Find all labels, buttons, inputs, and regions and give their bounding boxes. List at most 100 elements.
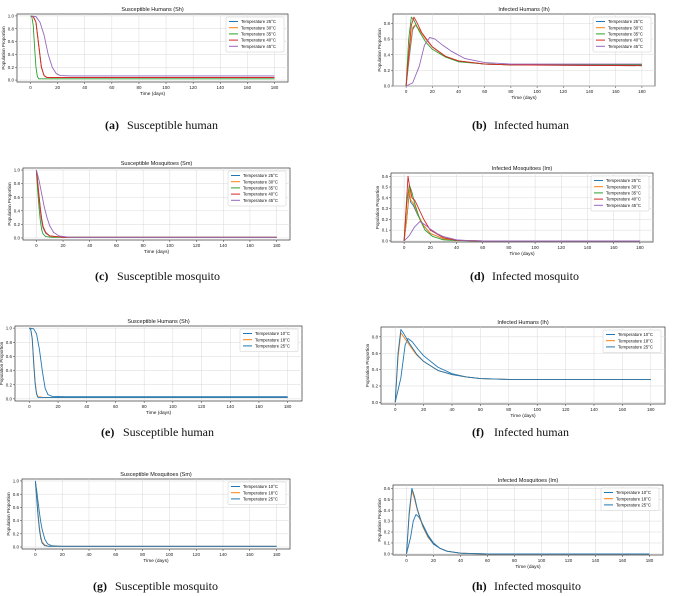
legend-label: Temperature 10°C bbox=[616, 490, 651, 495]
x-axis-label: Time (days) bbox=[144, 249, 170, 255]
x-tick-label: 100 bbox=[538, 558, 546, 563]
x-tick-label: 120 bbox=[189, 85, 197, 90]
x-tick-label: 180 bbox=[647, 407, 655, 412]
x-tick-label: 80 bbox=[506, 407, 512, 412]
legend-label: Temperature 10°C bbox=[255, 331, 290, 336]
chart-panel: 0 20 40 60 80 100 120 140 160 180 0.0 0.2 0.4 0.6 0.8 1… bbox=[1, 7, 289, 97]
y-tick-label: 0.6 bbox=[13, 505, 20, 510]
y-tick-label: 1.0 bbox=[14, 168, 21, 173]
legend-label: Temperature 40°C bbox=[241, 38, 276, 43]
y-tick-label: 0.6 bbox=[384, 486, 391, 491]
chart-title: Susceptible Humans (Sh) bbox=[121, 7, 184, 13]
x-tick-label: 140 bbox=[592, 558, 600, 563]
caption-text: Susceptible mosquito bbox=[117, 269, 220, 283]
x-tick-label: 160 bbox=[610, 245, 618, 250]
legend-label: Temperature 35°C bbox=[243, 186, 278, 191]
series-line bbox=[30, 15, 275, 77]
caption-label: (g) bbox=[93, 579, 107, 593]
x-tick-label: 0 bbox=[405, 558, 408, 563]
caption-b: (b) Infected human bbox=[472, 118, 569, 132]
caption-g: (g) Susceptible mosquito bbox=[93, 579, 218, 593]
y-tick-label: 0.4 bbox=[384, 508, 391, 513]
chart-panel: 0 20 40 60 80 100 120 140 160 180 0.0 0.2 0.4 0.6 0.8 I… bbox=[365, 320, 666, 419]
x-tick-label: 100 bbox=[166, 552, 174, 557]
y-tick-label: 0.5 bbox=[384, 497, 391, 502]
chart-panel: 0 20 40 60 80 100 120 140 160 180 0.0 0.1 0.2 0.3 0.4 0… bbox=[377, 478, 664, 570]
y-tick-label: 0.6 bbox=[6, 354, 13, 359]
y-tick-label: 0.4 bbox=[384, 52, 391, 57]
y-tick-label: 0.5 bbox=[382, 185, 389, 190]
y-tick-label: 0.0 bbox=[384, 552, 391, 557]
x-tick-label: 60 bbox=[114, 243, 120, 248]
x-tick-label: 80 bbox=[512, 558, 518, 563]
legend-label: Temperature 40°C bbox=[243, 192, 278, 197]
x-tick-label: 40 bbox=[456, 89, 462, 94]
y-tick-label: 0.0 bbox=[13, 545, 20, 550]
legend-label: Temperature 35°C bbox=[241, 32, 276, 37]
x-tick-label: 60 bbox=[485, 558, 491, 563]
legend-label: Temperature 25°C bbox=[608, 19, 643, 24]
caption-text: Susceptible human bbox=[123, 425, 214, 439]
series-line bbox=[405, 37, 642, 87]
legend-label: Temperature 18°C bbox=[243, 490, 278, 495]
chart-title: Infected Humans (Ih) bbox=[497, 320, 549, 326]
y-tick-label: 0.8 bbox=[6, 340, 13, 345]
x-tick-label: 140 bbox=[584, 245, 592, 250]
caption-f: (f) Infected human bbox=[472, 425, 569, 439]
x-tick-label: 60 bbox=[480, 245, 486, 250]
caption-label: (h) bbox=[472, 579, 487, 593]
x-tick-label: 100 bbox=[533, 407, 541, 412]
x-tick-label: 20 bbox=[55, 85, 61, 90]
legend-label: Temperature 25°C bbox=[243, 497, 278, 502]
chart-title: Infected Mosquitoes (Im) bbox=[492, 166, 553, 172]
caption-label: (f) bbox=[472, 425, 484, 439]
legend-box bbox=[227, 481, 287, 505]
x-axis-label: Time (days) bbox=[140, 91, 166, 97]
y-tick-label: 0.8 bbox=[14, 181, 21, 186]
x-tick-label: 180 bbox=[273, 552, 281, 557]
y-tick-label: 0.6 bbox=[384, 37, 391, 42]
y-tick-label: 0.8 bbox=[372, 334, 379, 339]
x-tick-label: 160 bbox=[619, 558, 627, 563]
series-line bbox=[30, 15, 275, 78]
x-tick-label: 180 bbox=[284, 404, 292, 409]
y-tick-label: 0.0 bbox=[384, 84, 391, 89]
x-tick-label: 60 bbox=[109, 85, 115, 90]
x-tick-label: 140 bbox=[216, 85, 224, 90]
legend-box bbox=[590, 175, 650, 212]
x-tick-label: 160 bbox=[246, 243, 254, 248]
x-tick-label: 160 bbox=[255, 404, 263, 409]
y-tick-label: 0.2 bbox=[8, 65, 15, 70]
x-tick-label: 0 bbox=[394, 407, 397, 412]
x-tick-label: 120 bbox=[192, 552, 200, 557]
x-tick-label: 80 bbox=[141, 243, 147, 248]
y-tick-label: 0.2 bbox=[382, 217, 389, 222]
y-axis-label: Population Proportion bbox=[375, 185, 380, 229]
x-tick-label: 120 bbox=[198, 404, 206, 409]
x-axis-label: Time (days) bbox=[515, 564, 541, 570]
legend-label: Temperature 10°C bbox=[618, 332, 653, 337]
legend-label: Temperature 40°C bbox=[608, 38, 643, 43]
caption-label: (b) bbox=[472, 118, 487, 132]
chart-panel: 0 20 40 60 80 100 120 140 160 180 0.0 0.2 0.4 0.6 0.8 1… bbox=[0, 319, 303, 416]
series-line bbox=[394, 329, 651, 403]
legend-label: Temperature 45°C bbox=[608, 44, 643, 49]
caption-label: (d) bbox=[470, 269, 485, 283]
x-axis-label: Time (days) bbox=[511, 95, 537, 101]
x-tick-label: 80 bbox=[506, 245, 512, 250]
x-axis-label: Time (days) bbox=[510, 413, 536, 419]
y-tick-label: 1.0 bbox=[13, 479, 20, 484]
series-line bbox=[34, 480, 277, 547]
y-tick-label: 0.8 bbox=[13, 492, 20, 497]
legend-label: Temperature 25°C bbox=[606, 178, 641, 183]
x-tick-label: 20 bbox=[430, 89, 436, 94]
series-line bbox=[35, 170, 277, 238]
y-axis-label: Population Proportion bbox=[365, 343, 370, 387]
x-tick-label: 160 bbox=[619, 407, 627, 412]
caption-label: (e) bbox=[101, 425, 114, 439]
legend-box bbox=[602, 329, 662, 353]
legend-label: Temperature 25°C bbox=[243, 173, 278, 178]
x-tick-label: 40 bbox=[458, 558, 464, 563]
caption-e: (e) Susceptible human bbox=[101, 425, 214, 439]
x-axis-label: Time (days) bbox=[143, 558, 169, 564]
